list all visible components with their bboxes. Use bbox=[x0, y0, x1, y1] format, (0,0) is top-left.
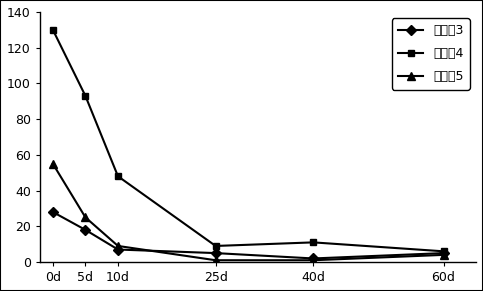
实施兡5 bbox=[213, 258, 218, 262]
实施兡3 bbox=[83, 228, 88, 232]
实施兡5 bbox=[311, 258, 316, 262]
实施兡5 bbox=[440, 253, 446, 257]
实施兡5 bbox=[115, 244, 121, 248]
实施兡4 bbox=[50, 28, 56, 31]
实施兡4 bbox=[311, 241, 316, 244]
实施兡5 bbox=[83, 216, 88, 219]
实施兡4 bbox=[115, 175, 121, 178]
实施兡4 bbox=[213, 244, 218, 248]
实施兡4 bbox=[440, 250, 446, 253]
Line: 实施兡5: 实施兡5 bbox=[49, 160, 448, 265]
实施兡3 bbox=[213, 251, 218, 255]
Line: 实施兡3: 实施兡3 bbox=[49, 209, 447, 262]
实施兡3 bbox=[115, 248, 121, 251]
实施兡3 bbox=[50, 210, 56, 214]
Line: 实施兡4: 实施兡4 bbox=[49, 26, 447, 255]
实施兡4 bbox=[83, 94, 88, 98]
Legend: 实施兡3, 实施兡4, 实施兡5: 实施兡3, 实施兡4, 实施兡5 bbox=[392, 18, 470, 90]
实施兡3 bbox=[311, 257, 316, 260]
实施兡5 bbox=[50, 162, 56, 166]
实施兡3 bbox=[440, 251, 446, 255]
